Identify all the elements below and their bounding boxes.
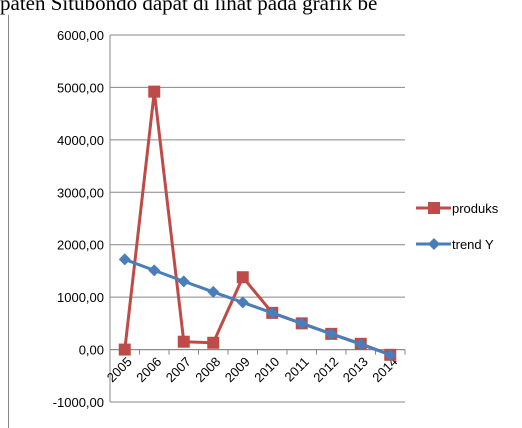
data-point-diamond	[207, 285, 220, 298]
y-tick-label: 2000,00	[57, 238, 104, 253]
x-tick-label: 2006	[133, 354, 164, 385]
x-tick-label: 2012	[310, 354, 341, 385]
series-line-1	[123, 90, 391, 357]
y-tick-label: -1000,00	[53, 395, 104, 410]
data-point-diamond	[177, 275, 190, 288]
chart-frame	[8, 15, 522, 428]
x-tick-label: 2013	[340, 354, 371, 385]
y-tick-label: 3000,00	[57, 185, 104, 200]
legend: produks trend Y	[416, 201, 499, 252]
legend-marker-diamond	[428, 238, 440, 250]
data-point-diamond	[266, 306, 279, 319]
legend-label: produks	[452, 201, 499, 216]
legend-marker-square	[428, 202, 440, 214]
data-point-diamond	[384, 348, 397, 361]
y-tick-label: 4000,00	[57, 133, 104, 148]
x-tick-label: 2009	[222, 354, 253, 385]
y-tick-label: 1000,00	[57, 290, 104, 305]
data-point-square	[207, 336, 220, 349]
series-lines	[118, 85, 397, 361]
data-point-diamond	[148, 264, 161, 277]
data-point-square	[236, 271, 249, 284]
x-tick-label: 2008	[192, 354, 223, 385]
y-tick-label: 5000,00	[57, 80, 104, 95]
series-line-2	[124, 257, 391, 357]
legend-label: trend Y	[452, 237, 494, 252]
data-point-diamond	[236, 296, 249, 309]
data-point-diamond	[325, 327, 338, 340]
x-tick-label: 2010	[251, 354, 282, 385]
x-tick-label: 2011	[281, 354, 311, 384]
y-tick-label: 6000,00	[57, 28, 104, 43]
data-point-square	[177, 335, 190, 348]
y-tick-label: 0,00	[79, 343, 104, 358]
data-point-diamond	[295, 317, 308, 330]
data-point-diamond	[118, 253, 131, 266]
header-text: paten Situbondo dapat di lihat pada graf…	[0, 0, 378, 15]
data-point-square	[118, 343, 131, 356]
data-point-diamond	[354, 338, 367, 351]
data-point-square	[148, 85, 161, 98]
x-tick-label: 2005	[104, 354, 135, 385]
x-tick-label: 2007	[163, 354, 194, 385]
y-tick-labels: 6000,00 5000,00 4000,00 3000,00 2000,00 1000,…	[53, 28, 104, 410]
